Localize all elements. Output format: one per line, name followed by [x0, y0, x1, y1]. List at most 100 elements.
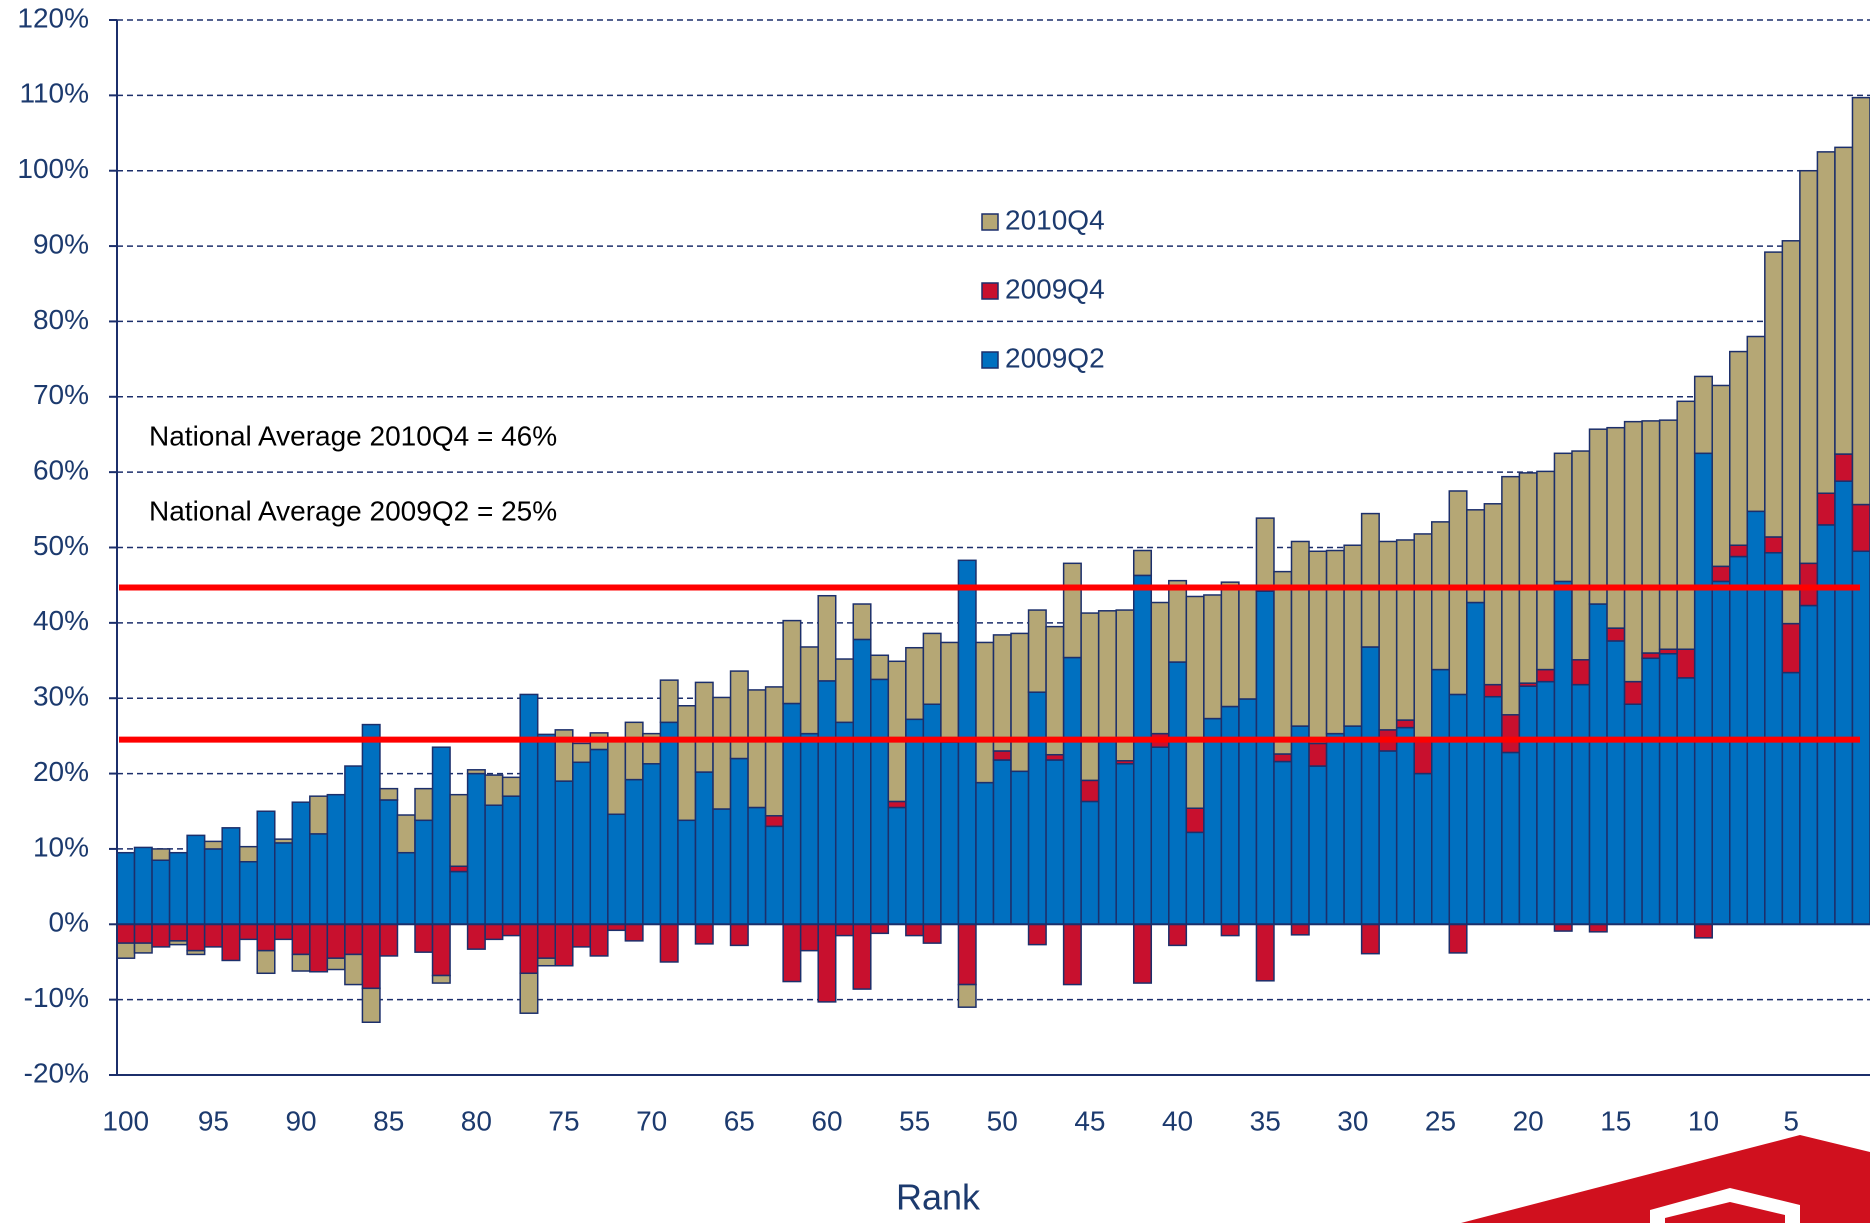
bar-segment — [484, 923, 504, 941]
bar-segment — [396, 814, 416, 854]
bar-segment — [694, 923, 714, 945]
bar-segment — [729, 923, 749, 947]
bar-segment — [1203, 594, 1223, 720]
bar-segment — [1729, 544, 1749, 558]
bar-segment — [1360, 646, 1380, 926]
bar-segment — [291, 923, 311, 956]
bar-segment — [1483, 503, 1503, 686]
bar-segment — [256, 810, 276, 926]
bar-segment — [1220, 581, 1240, 708]
legend-label: 2010Q4 — [1005, 204, 1105, 235]
x-tick-label: 5 — [1783, 1105, 1799, 1136]
bar-segment — [1834, 146, 1854, 455]
bar-segment — [1062, 923, 1082, 986]
bar-segment — [1395, 726, 1415, 926]
bar-segment — [747, 689, 767, 809]
bar-segment — [256, 923, 276, 952]
y-tick-label: 20% — [33, 756, 89, 787]
bar-segment — [1378, 750, 1398, 926]
bar-segment — [449, 870, 469, 926]
bar-segment — [1676, 677, 1696, 926]
bar-segment — [852, 603, 872, 641]
bar-segment — [274, 838, 294, 844]
bar-segment — [764, 686, 784, 817]
x-tick-label: 65 — [724, 1105, 755, 1136]
annotation: National Average 2010Q4 = 46% — [149, 420, 557, 451]
bar-segment — [361, 923, 381, 990]
bar-segment — [992, 750, 1012, 761]
bar-segment — [607, 738, 627, 816]
bar-segment — [536, 957, 556, 967]
bar-segment — [1641, 657, 1661, 926]
legend-label: 2009Q2 — [1005, 342, 1105, 373]
bar-segment — [1080, 779, 1100, 803]
bar-segment — [1045, 753, 1065, 761]
bar-segment — [361, 723, 381, 926]
x-tick-label: 85 — [373, 1105, 404, 1136]
bar-segment — [484, 774, 504, 806]
bar-segment — [782, 923, 802, 983]
bar-segment — [1571, 450, 1591, 661]
bar-segment — [852, 638, 872, 926]
bar-segment — [1658, 419, 1678, 650]
x-tick-label: 50 — [987, 1105, 1018, 1136]
bar-segment — [221, 923, 241, 962]
bar-segment — [922, 923, 942, 944]
bar-segment — [834, 721, 855, 926]
bar-segment — [905, 718, 925, 926]
bar-segment — [1132, 923, 1153, 984]
bar-segment — [1501, 751, 1521, 926]
bar-segment — [1588, 603, 1608, 926]
bar-segment — [1571, 683, 1591, 926]
x-tick-label: 60 — [811, 1105, 842, 1136]
y-tick-label: 40% — [33, 605, 89, 636]
bar-segment — [1080, 612, 1100, 782]
bar-segment — [449, 865, 469, 873]
bar-segment — [501, 795, 521, 926]
bar-segment — [1238, 698, 1258, 926]
bar-segment — [151, 859, 171, 926]
bar-segment — [1115, 763, 1135, 926]
bar-segment — [1132, 549, 1153, 577]
bar-segment — [1623, 420, 1643, 683]
bar-segment — [817, 680, 837, 926]
bar-segment — [817, 923, 837, 1003]
bar-segment — [642, 763, 662, 926]
bar-segment — [1501, 475, 1521, 716]
bar-segment — [1255, 590, 1275, 926]
bar-segment — [536, 733, 556, 926]
bar-segment — [1588, 923, 1608, 933]
bar-segment — [1255, 517, 1275, 592]
bar-segment — [1571, 659, 1591, 686]
bar-segment — [992, 759, 1012, 926]
bar-segment — [1045, 759, 1065, 926]
bar-segment — [519, 693, 539, 926]
bar-segment — [1799, 562, 1819, 607]
bar-segment — [1150, 601, 1170, 735]
bar-segment — [940, 641, 960, 743]
bar-segment — [659, 679, 679, 724]
bar-segment — [782, 619, 802, 705]
bar-segment — [887, 806, 907, 926]
bar-segment — [677, 705, 697, 822]
bar-segment — [449, 793, 469, 868]
bar-segment — [1641, 652, 1661, 660]
bar-segment — [764, 825, 784, 926]
bar-segment — [186, 834, 206, 926]
bar-segment — [1062, 562, 1082, 659]
bar-segment — [1641, 420, 1661, 654]
bar-segment — [1483, 695, 1503, 926]
bar-segment — [572, 923, 592, 948]
bar-segment — [1220, 923, 1240, 937]
bar-segment — [1185, 831, 1205, 926]
bar-segment — [291, 801, 311, 926]
bar-segment — [1378, 540, 1398, 731]
bar-segment — [589, 923, 609, 957]
bar-segment — [659, 923, 679, 963]
bar-segment — [1045, 625, 1065, 756]
bar-segment — [519, 923, 539, 975]
bar-segment — [238, 860, 258, 926]
bar-segment — [1693, 375, 1713, 455]
bar-segment — [677, 819, 697, 926]
bar-segment — [799, 732, 819, 926]
